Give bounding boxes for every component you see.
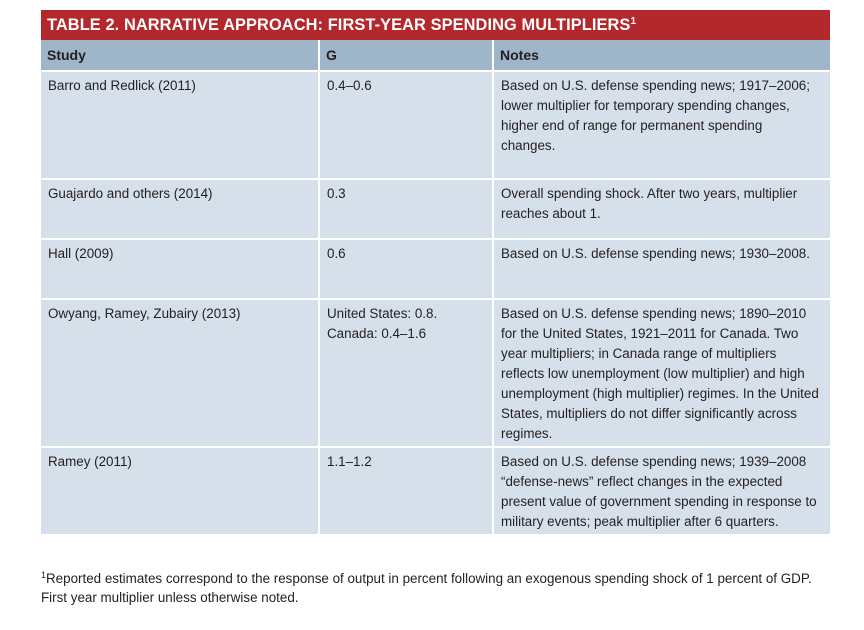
cell-g-line: 0.4–0.6 [327, 78, 372, 93]
footnote-mark: 1 [41, 570, 47, 580]
footnote-line: First year multiplier unless otherwise n… [41, 590, 299, 605]
cell-g-line: 0.6 [327, 246, 346, 261]
cell-g-line: United States: 0.8. [327, 306, 438, 321]
table-grid: Study G Notes Barro and Redlick (2011) 0.… [41, 40, 830, 536]
cell-notes-line: reflects low unemployment (low multiplie… [501, 366, 805, 381]
footnote-text: Reported estimates correspond to the res… [46, 571, 812, 586]
table-body: Barro and Redlick (2011) 0.4–0.6 Based on … [41, 71, 830, 536]
cell-g: 1.1–1.2 [319, 447, 494, 536]
cell-g-line: 0.3 [327, 186, 346, 201]
cell-notes-line: Overall spending shock. After two years,… [501, 186, 798, 201]
cell-notes-line: Based on U.S. defense spending news; 189… [501, 306, 807, 321]
cell-study: Owyang, Ramey, Zubairy (2013) [41, 299, 320, 448]
multipliers-table: TABLE 2. NARRATIVE APPROACH: FIRST-YEAR … [41, 10, 830, 536]
header-row: Study G Notes [41, 40, 830, 72]
cell-g: 0.3 [319, 179, 494, 240]
column-header-study: Study [41, 40, 320, 72]
column-header-g: G [319, 40, 494, 72]
cell-notes-line: present value of government spending in … [501, 494, 817, 509]
cell-notes-line: “defense-news” reflect changes in the ex… [501, 474, 783, 489]
cell-notes-line: reaches about 1. [501, 206, 601, 221]
cell-g: 0.6 [319, 239, 494, 300]
column-header-notes: Notes [493, 40, 830, 72]
table-row: Guajardo and others (2014) 0.3 Overall spe… [41, 179, 830, 240]
cell-study: Hall (2009) [41, 239, 320, 300]
cell-notes-line: Based on U.S. defense spending news; 193… [501, 246, 810, 261]
cell-notes-line: for the United States, 1921–2011 for Can… [501, 326, 799, 341]
cell-g: 0.4–0.6 [319, 71, 494, 180]
cell-notes: Based on U.S. defense spending news; 193… [493, 239, 830, 300]
cell-notes-line: Based on U.S. defense spending news; 193… [501, 454, 807, 469]
cell-notes-line: military events; peak multiplier after 6… [501, 514, 779, 529]
cell-study: Guajardo and others (2014) [41, 179, 320, 240]
cell-notes: Overall spending shock. After two years,… [493, 179, 830, 240]
footnote-line: 1Reported estimates correspond to the re… [41, 569, 841, 588]
cell-notes: Based on U.S. defense spending news; 191… [493, 71, 830, 180]
cell-notes-line: States, multipliers do not differ signif… [501, 406, 797, 421]
table-title: TABLE 2. NARRATIVE APPROACH: FIRST-YEAR … [41, 10, 830, 40]
cell-notes-line: lower multiplier for temporary spending … [501, 98, 790, 113]
cell-g: United States: 0.8. Canada: 0.4–1.6 [319, 299, 494, 448]
table-row: Owyang, Ramey, Zubairy (2013) United Stat… [41, 299, 830, 448]
cell-notes: Based on U.S. defense spending news; 193… [493, 447, 830, 536]
table-row: Barro and Redlick (2011) 0.4–0.6 Based on … [41, 71, 830, 180]
cell-notes-line: Based on U.S. defense spending news; 191… [501, 78, 810, 93]
table-row: Hall (2009) 0.6 Based on U.S. defense spen… [41, 239, 830, 300]
cell-study: Ramey (2011) [41, 447, 320, 536]
cell-notes-line: unemployment (high multiplier) regimes. … [501, 386, 819, 401]
cell-notes-line: higher end of range for permanent spendi… [501, 118, 763, 133]
table-row: Ramey (2011) 1.1–1.2 Based on U.S. defense… [41, 447, 830, 536]
cell-g-line: Canada: 0.4–1.6 [327, 326, 427, 341]
cell-notes: Based on U.S. defense spending news; 189… [493, 299, 830, 448]
cell-notes-line: regimes. [501, 426, 553, 441]
cell-g-line: 1.1–1.2 [327, 454, 372, 469]
cell-notes-line: changes. [501, 138, 556, 153]
table-title-text: TABLE 2. NARRATIVE APPROACH: FIRST-YEAR … [47, 16, 631, 34]
cell-notes-line: year multipliers; in Canada range of mul… [501, 346, 777, 361]
footnote: 1Reported estimates correspond to the re… [41, 569, 841, 607]
cell-study: Barro and Redlick (2011) [41, 71, 320, 180]
